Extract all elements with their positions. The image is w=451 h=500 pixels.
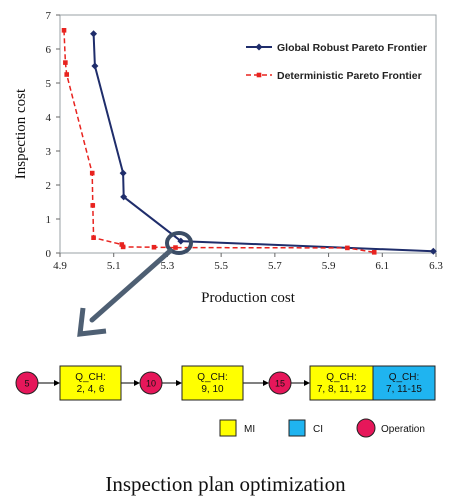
mi-box-text: 9, 10 [201,384,224,395]
operation-label: 15 [275,379,285,389]
data-point [177,237,185,245]
mi-box-text: Q_CH: [75,372,106,383]
y-tick-label: 4 [46,112,52,124]
legend-mi-swatch [219,419,237,437]
legend-label: Global Robust Pareto Frontier [277,42,427,54]
x-tick-label: 5.9 [322,260,336,272]
highlight-circle [165,231,193,255]
data-point [120,244,126,250]
flow-arrowhead [263,380,269,386]
data-point [119,242,125,247]
mi-box-text: Q_CH: [197,372,228,383]
ci-box [372,365,436,401]
y-tick-label: 6 [46,44,52,56]
data-point [371,250,377,255]
mi-box [181,365,244,401]
y-tick-label: 5 [46,78,52,90]
legend-ci-label: CI [313,424,323,435]
data-point [173,245,178,250]
data-point [429,247,437,255]
data-point [91,235,96,240]
legend-label: Deterministic Pareto Frontier [277,70,422,82]
mi-box-text: 2, 4, 6 [77,384,105,395]
data-point [345,245,350,251]
legend-op-swatch [356,418,376,438]
legend-marker [255,43,263,51]
ci-box-text: 7, 11-15 [386,384,422,395]
series-line [92,33,434,253]
operation-label: 10 [146,379,156,389]
legend-marker [256,72,262,78]
series-robust [90,30,437,255]
y-tick-label: 3 [46,146,52,158]
x-tick-label: 5.1 [107,260,121,272]
x-tick-label: 5.7 [268,260,282,272]
data-point [90,30,98,38]
mi-box [59,365,122,401]
x-axis-label: Production cost [201,290,296,306]
data-point [151,244,157,250]
pareto-chart: 4.9 5.1 5.3 5.5 5.7 5.9 6.1 6.3 0 1 2 3 4 5 6 7 Producti… [13,10,443,306]
y-tick-label: 1 [46,214,52,226]
figure-caption: Inspection plan optimization [105,472,346,496]
y-axis-label: Inspection cost [13,88,29,179]
data-point [119,169,127,177]
legend-op-label: Operation [381,424,425,435]
mi-box-text: 7, 8, 11, 12 [317,384,367,395]
data-point [63,60,68,65]
series-deterministic [61,28,377,255]
y-tick-label: 7 [46,10,52,22]
x-tick-label: 5.3 [161,260,175,272]
ci-box-text: Q_CH: [389,372,420,383]
x-tick-label: 4.9 [53,260,67,272]
x-tick-label: 6.1 [375,260,389,272]
data-point [64,72,70,77]
legend-ci-swatch [288,419,306,437]
flow-arrowhead [304,380,310,386]
y-tick-label: 0 [46,248,52,260]
data-point [90,203,96,208]
operation-node [268,371,292,395]
zoom-pointer [77,231,193,337]
y-tick-label: 2 [46,180,52,192]
data-point [120,193,128,201]
operation-node [15,371,39,395]
pointer-arrow-head [77,307,107,337]
flow-arrowhead [134,380,140,386]
pointer-arrow-shaft [89,248,173,323]
x-tick-label: 6.3 [429,260,443,272]
operation-node [139,371,163,395]
flow-arrowhead [176,380,182,386]
x-tick-label: 5.5 [214,260,228,272]
legend-mi-label: MI [244,424,255,435]
data-point [91,62,99,70]
data-point [89,170,95,176]
operation-label: 5 [24,379,29,389]
mi-box-text: Q_CH: [326,372,357,383]
data-point [61,28,67,33]
flow-arrowhead [54,380,60,386]
mi-box [309,365,374,401]
plot-area [59,14,437,254]
